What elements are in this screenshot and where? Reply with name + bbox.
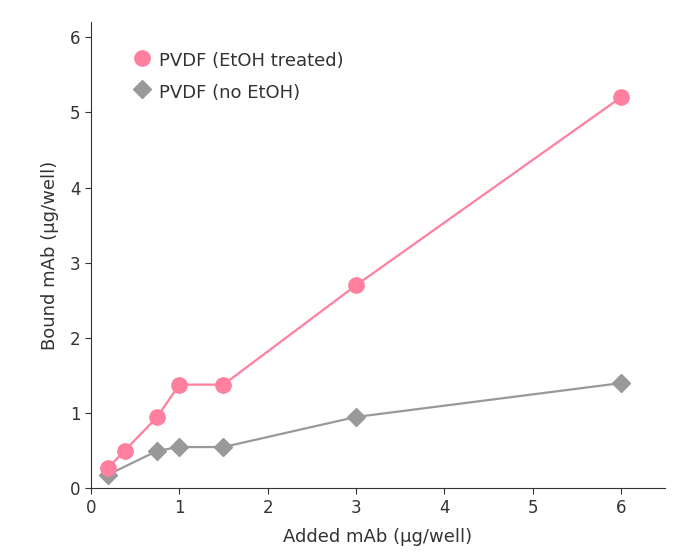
PVDF (EtOH treated) (175, 381, 183, 388)
PVDF (EtOH treated) (219, 381, 228, 388)
PVDF (no EtOH) (104, 472, 112, 478)
PVDF (no EtOH) (617, 380, 625, 386)
PVDF (EtOH treated) (617, 94, 625, 100)
PVDF (no EtOH) (219, 443, 228, 450)
Legend: PVDF (EtOH treated), PVDF (no EtOH): PVDF (EtOH treated), PVDF (no EtOH) (129, 41, 353, 111)
PVDF (no EtOH) (175, 443, 183, 450)
PVDF (no EtOH) (351, 413, 360, 420)
PVDF (EtOH treated) (351, 282, 360, 289)
Line: PVDF (no EtOH): PVDF (no EtOH) (102, 377, 627, 481)
PVDF (no EtOH) (153, 447, 162, 454)
PVDF (EtOH treated) (120, 447, 129, 454)
Y-axis label: Bound mAb (μg/well): Bound mAb (μg/well) (41, 161, 59, 350)
X-axis label: Added mAb (μg/well): Added mAb (μg/well) (284, 528, 472, 546)
Line: PVDF (EtOH treated): PVDF (EtOH treated) (100, 90, 629, 476)
PVDF (EtOH treated) (153, 413, 162, 420)
PVDF (EtOH treated) (104, 465, 112, 471)
